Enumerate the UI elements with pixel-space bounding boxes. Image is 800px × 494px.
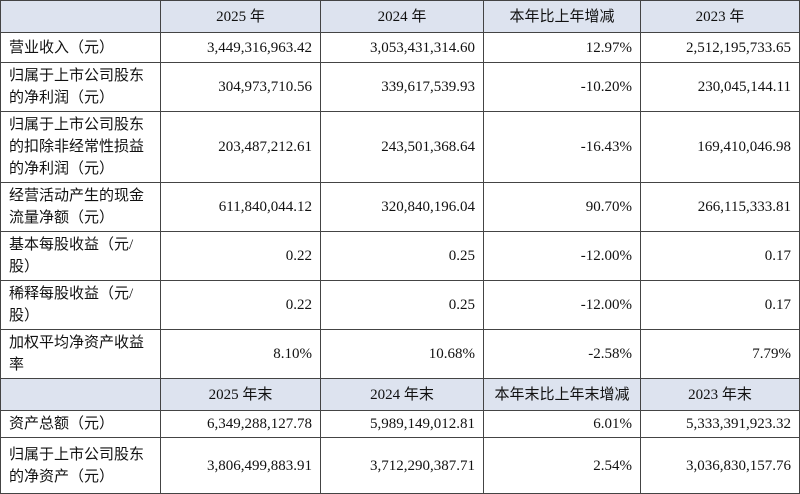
cell-value: 169,410,046.98: [640, 111, 800, 183]
cell-value: 243,501,368.64: [320, 111, 484, 183]
header-row: 2025 年 2024 年本年比上年增减 2023 年: [0, 0, 800, 33]
row-label: 营业收入（元）: [0, 32, 161, 63]
cell-value: 10.68%: [320, 329, 484, 379]
cell-value: -12.00%: [483, 231, 641, 281]
cell-value: 0.25: [320, 231, 484, 281]
cell-value: 0.22: [160, 231, 321, 281]
cell-value: 304,973,710.56: [160, 62, 321, 112]
data-row: 经营活动产生的现金流量净额（元） 611,840,044.12 320,840,19…: [0, 182, 800, 232]
header-cell: [0, 0, 161, 33]
cell-value: 0.22: [160, 280, 321, 330]
data-row: 归属于上市公司股东的净利润（元） 304,973,710.56 339,617,53…: [0, 62, 800, 112]
cell-value: -10.20%: [483, 62, 641, 112]
data-row: 营业收入（元） 3,449,316,963.42 3,053,431,314.60 1…: [0, 32, 800, 63]
cell-value: 12.97%: [483, 32, 641, 63]
header-cell: 2024 年: [320, 0, 484, 33]
data-row: 稀释每股收益（元/股） 0.22 0.25 -12.00% 0.17: [0, 280, 800, 330]
row-label: 资产总额（元）: [0, 410, 161, 438]
cell-value: 6,349,288,127.78: [160, 410, 321, 438]
header-cell: 2023 年: [640, 0, 800, 33]
header-cell: 2025 年: [160, 0, 321, 33]
row-label: 基本每股收益（元/股）: [0, 231, 161, 281]
row-label: 稀释每股收益（元/股）: [0, 280, 161, 330]
cell-value: 2,512,195,733.65: [640, 32, 800, 63]
cell-value: -2.58%: [483, 329, 641, 379]
cell-value: 0.17: [640, 231, 800, 281]
header-cell: 2023 年末: [640, 378, 800, 411]
cell-value: 90.70%: [483, 182, 641, 232]
cell-value: 3,449,316,963.42: [160, 32, 321, 63]
data-row: 资产总额（元） 6,349,288,127.78 5,989,149,012.81 6…: [0, 410, 800, 438]
cell-value: 611,840,044.12: [160, 182, 321, 232]
row-label: 经营活动产生的现金流量净额（元）: [0, 182, 161, 232]
header-cell: 本年比上年增减: [483, 0, 641, 33]
cell-value: 7.79%: [640, 329, 800, 379]
cell-value: 320,840,196.04: [320, 182, 484, 232]
row-label: 归属于上市公司股东的扣除非经常性损益的净利润（元）: [0, 111, 161, 183]
row-label: 归属于上市公司股东的净利润（元）: [0, 62, 161, 112]
cell-value: 266,115,333.81: [640, 182, 800, 232]
cell-value: -12.00%: [483, 280, 641, 330]
cell-value: 230,045,144.11: [640, 62, 800, 112]
data-row: 归属于上市公司股东的扣除非经常性损益的净利润（元） 203,487,212.61 2…: [0, 111, 800, 183]
cell-value: 8.10%: [160, 329, 321, 379]
cell-value: 0.25: [320, 280, 484, 330]
header-cell: 2025 年末: [160, 378, 321, 411]
header-cell: 本年末比上年末增减: [483, 378, 641, 411]
header-row: 2025 年末 2024 年末 本年末比上年末增减 2023 年末: [0, 378, 800, 411]
cell-value: 0.17: [640, 280, 800, 330]
cell-value: 5,989,149,012.81: [320, 410, 484, 438]
header-cell: [0, 378, 161, 411]
cell-value: 5,333,391,923.32: [640, 410, 800, 438]
cell-value: 3,053,431,314.60: [320, 32, 484, 63]
row-label: 加权平均净资产收益率: [0, 329, 161, 379]
cell-value: 203,487,212.61: [160, 111, 321, 183]
data-row: 基本每股收益（元/股） 0.22 0.25 -12.00% 0.17: [0, 231, 800, 281]
header-cell: 2024 年末: [320, 378, 484, 411]
data-row: 加权平均净资产收益率 8.10% 10.68% -2.58% 7.79%: [0, 329, 800, 379]
cell-value: -16.43%: [483, 111, 641, 183]
cell-value: 6.01%: [483, 410, 641, 438]
cell-value: 339,617,539.93: [320, 62, 484, 112]
